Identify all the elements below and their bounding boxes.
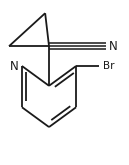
Text: N: N: [10, 60, 19, 72]
Text: N: N: [109, 40, 118, 53]
Text: Br: Br: [103, 61, 114, 71]
